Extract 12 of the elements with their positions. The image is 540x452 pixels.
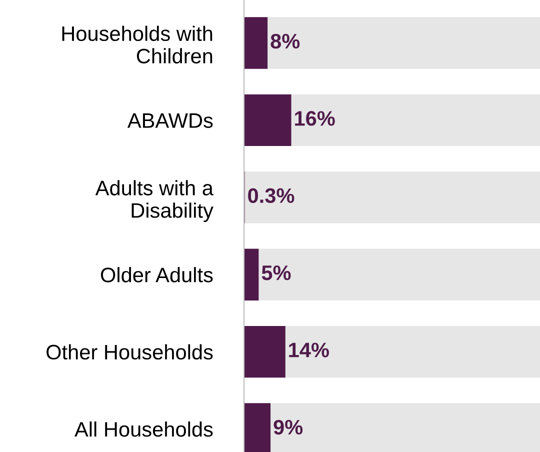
data-label: 14%	[289, 342, 329, 358]
y-tick-label: Other Households	[46, 344, 213, 360]
y-tick-label: Households with Children	[62, 26, 212, 64]
data-label: 0.3%	[248, 188, 294, 204]
y-tick-label: All Households	[74, 421, 213, 437]
y-tick-label: Adults with a Disability	[95, 180, 214, 222]
y-tick-label: Older Adults	[100, 267, 213, 282]
data-label: 5%	[262, 265, 291, 280]
data-label: 9%	[274, 420, 303, 435]
data-label: 8%	[270, 34, 300, 49]
data-label: 16%	[295, 111, 335, 126]
y-tick-label: ABAWDs	[127, 113, 213, 128]
